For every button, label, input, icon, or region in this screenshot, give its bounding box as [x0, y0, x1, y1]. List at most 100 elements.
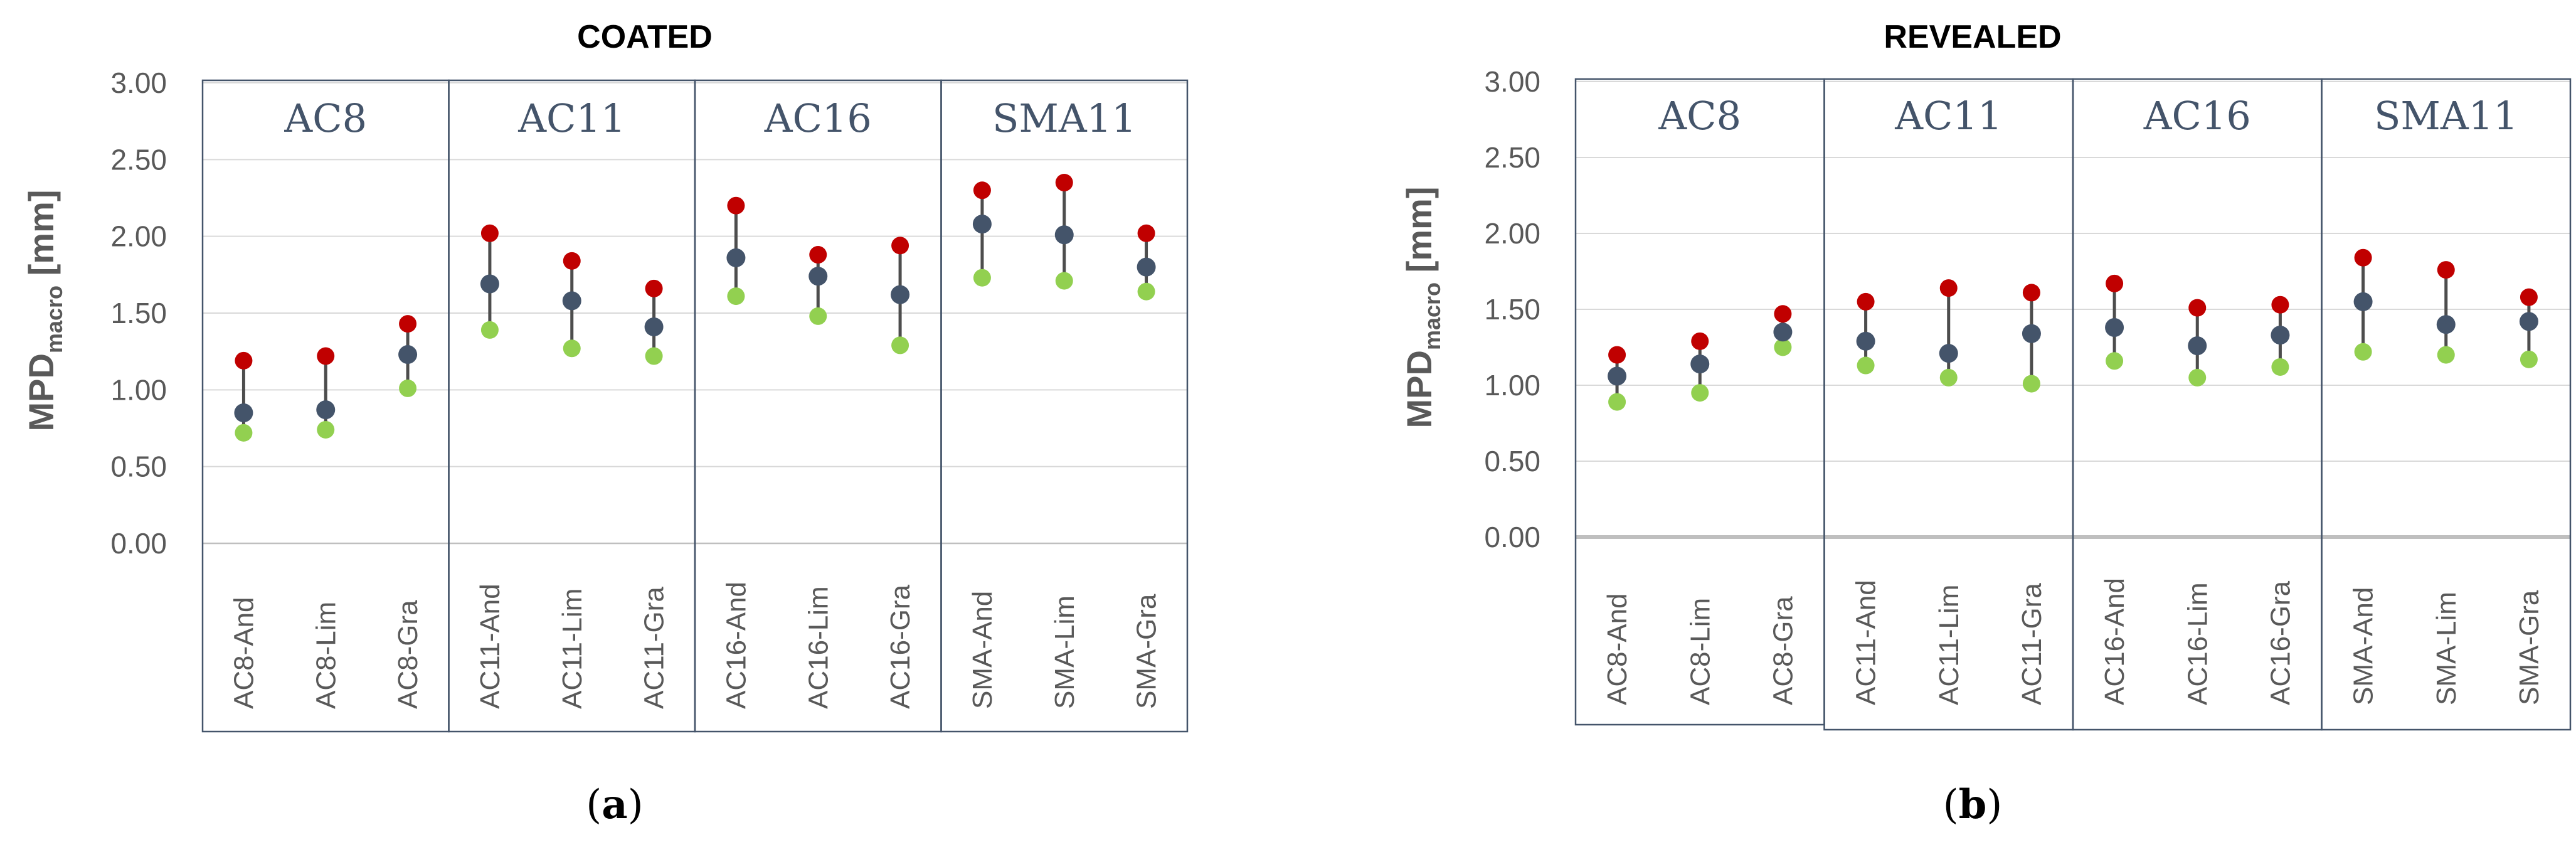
max-point: [1691, 332, 1709, 350]
x-tick-label: AC8-Gra: [393, 600, 423, 709]
x-tick-label: SMA-And: [2348, 587, 2379, 705]
x-tick-label: SMA-Gra: [1132, 594, 1162, 709]
mean-point: [644, 317, 664, 337]
mean-point: [972, 215, 992, 234]
min-point: [480, 321, 499, 339]
y-tick-label: 3.00: [110, 67, 167, 99]
x-tick-label: AC16-Gra: [885, 584, 916, 709]
min-point: [1939, 368, 1958, 386]
x-tick-label: AC16-And: [2099, 578, 2130, 705]
y-tick-label: 2.00: [110, 220, 167, 253]
x-tick-label: AC11-And: [475, 584, 506, 709]
chart-title: REVEALED: [1884, 19, 2061, 55]
min-point: [2022, 375, 2040, 393]
mean-point: [2188, 336, 2207, 356]
group-label-ac11: AC11: [517, 95, 625, 141]
max-point: [1055, 174, 1073, 192]
group-label-ac8: AC8: [284, 95, 367, 141]
min-point: [2188, 368, 2207, 386]
x-tick-label: AC11-Gra: [639, 587, 670, 709]
mean-point: [1939, 344, 1958, 363]
max-point: [235, 351, 253, 370]
max-point: [973, 181, 991, 200]
x-tick-label: AC16-And: [721, 582, 751, 709]
mean-point: [2022, 324, 2041, 343]
x-tick-label: AC16-Gra: [2265, 580, 2296, 705]
x-tick-label: AC8-Lim: [1685, 598, 1715, 705]
y-axis-label: MPDmacro [mm]: [1399, 187, 1445, 429]
panel-caption: (a): [586, 781, 643, 828]
mean-point: [1773, 322, 1793, 342]
x-tick-label: AC16-Lim: [803, 586, 834, 709]
group-frame-sma11: [940, 79, 1189, 733]
chart-panel-a: COATED 0.00 0.50 1.00 1.50 2.00 2.50 3.00 AC8 AC1…: [21, 19, 1189, 828]
min-point: [1137, 282, 1155, 301]
mean-point: [398, 345, 418, 365]
max-point: [1608, 346, 1626, 364]
y-tick-label: 2.00: [1484, 217, 1540, 250]
mean-point: [808, 267, 828, 286]
min-point: [809, 307, 827, 325]
group-label-ac11: AC11: [1894, 93, 2002, 139]
min-point: [2106, 352, 2124, 370]
max-point: [809, 246, 827, 264]
chart-title: COATED: [577, 19, 713, 55]
mean-point: [1856, 331, 1875, 351]
min-point: [2271, 358, 2289, 376]
mean-point: [2436, 315, 2456, 334]
x-tick-label: AC8-And: [228, 597, 259, 709]
mean-point: [1137, 257, 1156, 277]
max-point: [2188, 299, 2207, 317]
x-tick-label: AC8-Lim: [310, 602, 341, 709]
x-tick-label: AC11-Lim: [1934, 585, 1964, 705]
group-label-ac8: AC8: [1658, 93, 1741, 139]
group-label-sma11: SMA11: [2374, 93, 2518, 139]
mean-point: [480, 274, 499, 294]
mean-point: [1690, 354, 1710, 374]
min-point: [317, 420, 335, 439]
max-point: [2271, 296, 2289, 314]
x-tick-label: AC11-Lim: [557, 589, 588, 709]
mean-point: [891, 285, 910, 304]
group-frame-sma11: [2321, 78, 2572, 731]
y-tick-label: 2.50: [110, 143, 167, 176]
max-point: [2437, 261, 2455, 279]
min-point: [973, 269, 991, 287]
group-label-ac16: AC16: [764, 95, 872, 141]
x-tick-label: AC16-Lim: [2182, 582, 2213, 705]
max-point: [480, 224, 499, 242]
mean-point: [1608, 366, 1627, 386]
mean-point: [2353, 292, 2373, 311]
mean-point: [316, 400, 336, 420]
min-point: [891, 336, 909, 354]
max-point: [399, 315, 417, 333]
min-point: [563, 339, 581, 358]
max-point: [891, 237, 909, 255]
min-point: [1608, 393, 1626, 411]
y-tick-label: 1.50: [110, 297, 167, 329]
min-point: [1055, 272, 1073, 290]
y-tick-label: 0.50: [110, 450, 167, 483]
x-tick-label: SMA-Lim: [2431, 592, 2462, 705]
max-point: [1774, 305, 1792, 323]
y-tick-label: 0.50: [1484, 445, 1540, 477]
y-tick-label: 3.00: [1484, 65, 1540, 98]
max-point: [317, 347, 335, 365]
max-point: [2106, 274, 2124, 292]
min-point: [2354, 343, 2372, 361]
y-tick-label: 2.50: [1484, 141, 1540, 174]
y-tick-label: 1.00: [110, 373, 167, 406]
max-point: [2022, 284, 2040, 302]
max-point: [727, 196, 745, 215]
y-tick-label: 1.50: [1484, 293, 1540, 326]
mean-point: [2519, 312, 2538, 331]
group-label-sma11: SMA11: [992, 95, 1137, 141]
min-point: [727, 287, 745, 306]
mean-point: [2271, 326, 2290, 345]
x-tick-label: AC8-And: [1602, 593, 1633, 705]
min-point: [2437, 346, 2455, 364]
panel-caption: (b): [1943, 781, 2003, 828]
y-tick-label: 0.00: [110, 527, 167, 560]
x-tick-label: SMA-Lim: [1049, 595, 1080, 709]
